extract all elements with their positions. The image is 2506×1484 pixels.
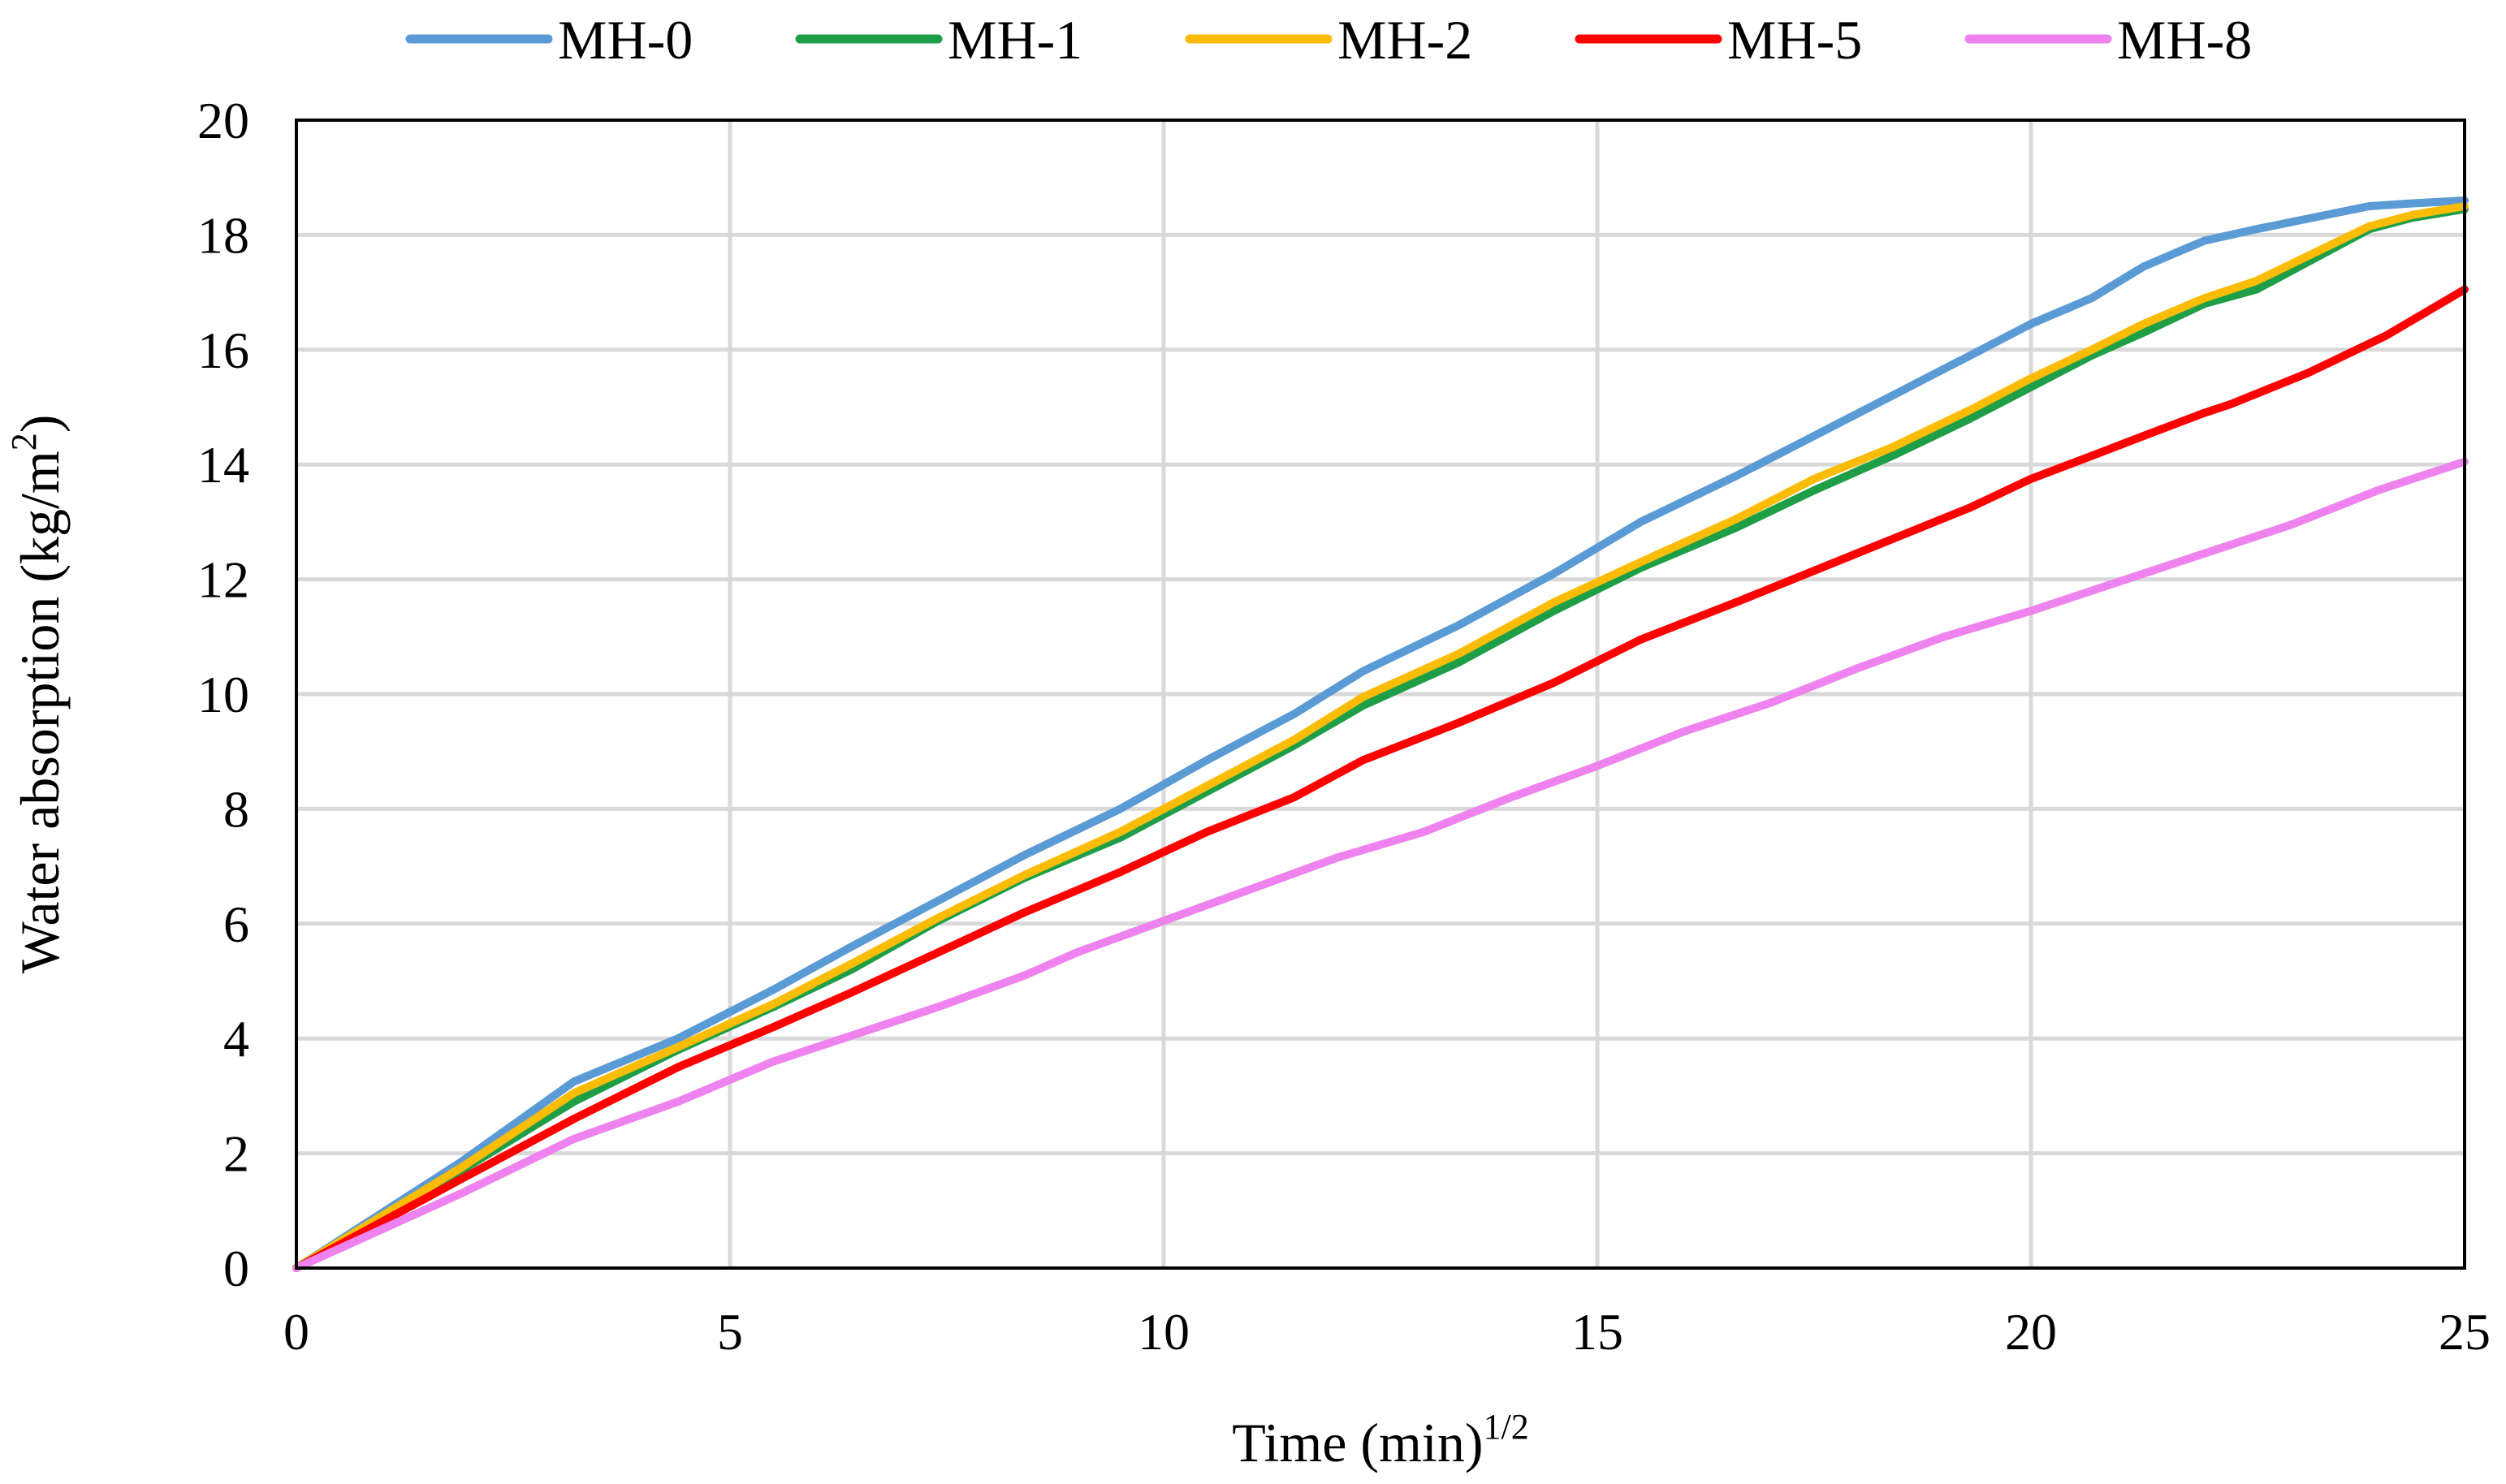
series-line-mh-0 bbox=[292, 196, 2469, 1272]
y-tick-label: 18 bbox=[197, 206, 249, 264]
series-lines bbox=[292, 196, 2469, 1272]
y-tick-label: 12 bbox=[197, 551, 249, 609]
legend-label-mh-1: MH-1 bbox=[948, 9, 1082, 71]
x-axis-title-sup: 1/2 bbox=[1483, 1407, 1528, 1447]
x-tick-label: 10 bbox=[1138, 1303, 1190, 1361]
y-tick-label: 4 bbox=[223, 1010, 249, 1068]
x-axis-title: Time (min)1/2 bbox=[1232, 1407, 1528, 1473]
x-axis-title-text: Time (min) bbox=[1232, 1412, 1483, 1473]
y-axis-title: Water absorption (kg/m2) bbox=[4, 415, 71, 974]
legend: MH-0 MH-1 MH-2 MH-5 MH-8 bbox=[405, 9, 2252, 71]
x-tick-label: 20 bbox=[2005, 1303, 2057, 1361]
y-tick-label: 0 bbox=[223, 1240, 249, 1297]
y-tick-labels: 0 2 4 6 8 10 12 14 16 18 20 bbox=[197, 92, 249, 1297]
legend-label-mh-8: MH-8 bbox=[2117, 9, 2252, 71]
y-axis-title-text: Water absorption (kg/m bbox=[9, 451, 71, 973]
plot-frame bbox=[295, 119, 2466, 1270]
y-tick-label: 16 bbox=[197, 321, 249, 379]
x-tick-label: 15 bbox=[1571, 1303, 1623, 1361]
y-tick-label: 10 bbox=[197, 666, 249, 723]
series-line-mh-5 bbox=[292, 285, 2469, 1272]
legend-label-mh-2: MH-2 bbox=[1337, 9, 1472, 71]
x-tick-label: 0 bbox=[283, 1303, 309, 1361]
x-tick-labels: 0 5 10 15 20 25 bbox=[283, 1303, 2491, 1361]
y-tick-label: 8 bbox=[223, 780, 249, 838]
x-tick-label: 25 bbox=[2439, 1303, 2491, 1361]
y-tick-label: 20 bbox=[197, 92, 249, 149]
y-tick-label: 2 bbox=[223, 1125, 249, 1183]
legend-label-mh-5: MH-5 bbox=[1727, 9, 1862, 71]
series-line-mh-8 bbox=[292, 457, 2469, 1272]
series-line-mh-2 bbox=[292, 202, 2469, 1272]
y-axis-title-sup: 2 bbox=[4, 433, 44, 451]
y-axis-title-end: ) bbox=[9, 415, 71, 434]
y-tick-label: 14 bbox=[197, 436, 249, 494]
series-line-mh-1 bbox=[292, 205, 2469, 1272]
legend-label-mh-0: MH-0 bbox=[558, 9, 693, 71]
x-tick-label: 5 bbox=[717, 1303, 743, 1361]
y-tick-label: 6 bbox=[223, 895, 249, 953]
